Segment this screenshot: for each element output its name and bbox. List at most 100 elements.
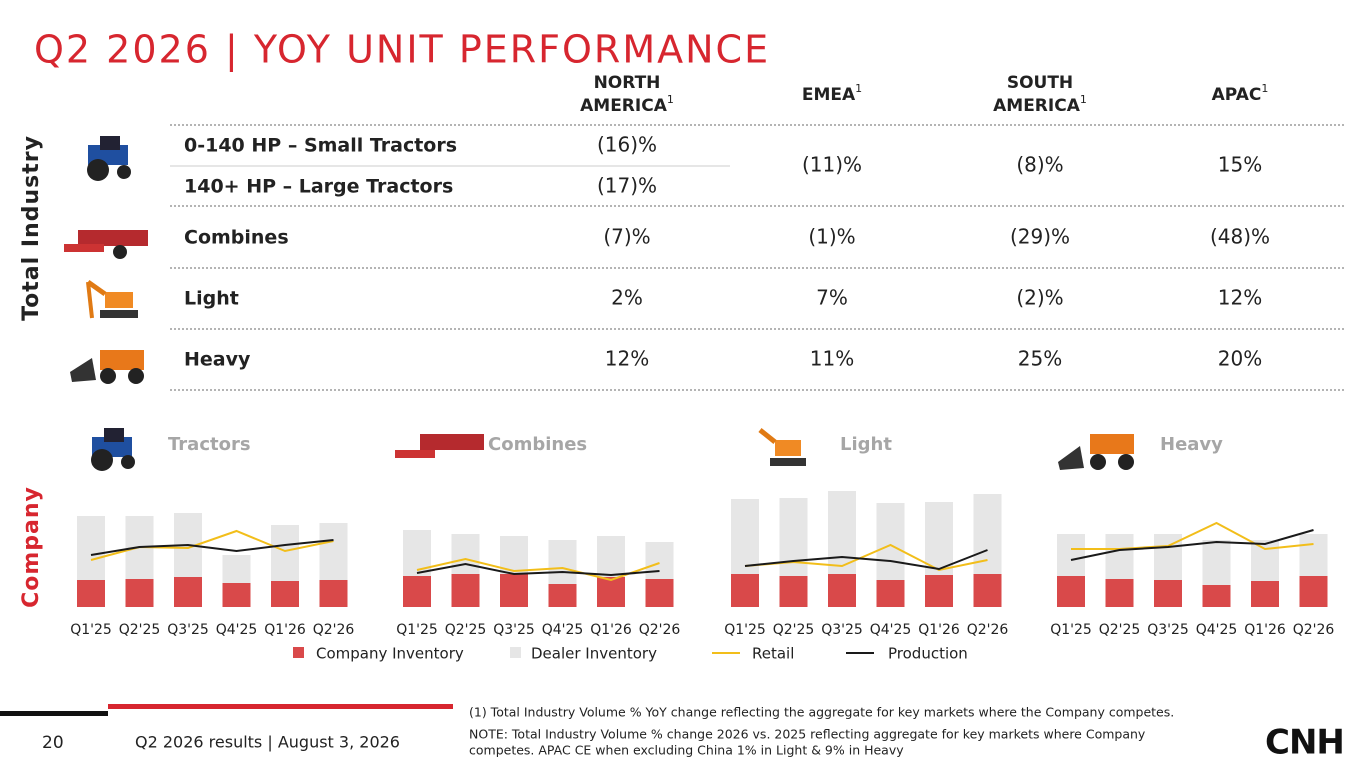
- bar: [1202, 540, 1231, 585]
- column-header-text: AMERICA: [580, 96, 668, 116]
- bar: [779, 576, 808, 607]
- bar: [1057, 576, 1085, 607]
- bar: [451, 534, 480, 574]
- combine-icon: [395, 434, 484, 458]
- cell: (7)%: [603, 225, 650, 249]
- x-tick-label: Q2'25: [119, 622, 161, 638]
- footer-event: Q2 2026 results | August 3, 2026: [135, 733, 400, 752]
- cell: (48)%: [1210, 225, 1270, 249]
- line: [416, 557, 660, 582]
- bar: [319, 580, 348, 607]
- page-number: 20: [42, 733, 64, 753]
- excavator-icon: [86, 279, 138, 319]
- combine-icon: [64, 230, 148, 259]
- bar: [597, 577, 625, 607]
- tractor-icon: [91, 428, 135, 471]
- bar: [1299, 534, 1328, 576]
- x-tick-label: Q1'26: [590, 622, 632, 638]
- cell: 7%: [816, 286, 848, 310]
- bar: [548, 584, 577, 607]
- column-header-text: EMEA: [802, 85, 856, 105]
- cell: 12%: [605, 347, 649, 371]
- row-label: Combines: [184, 227, 289, 249]
- row-label: Heavy: [184, 349, 251, 371]
- loader-icon: [1058, 434, 1134, 470]
- x-tick-label: Q1'26: [1244, 622, 1286, 638]
- footnote-marker: 1: [855, 82, 862, 95]
- line: [1070, 529, 1314, 561]
- bar: [1105, 579, 1134, 607]
- bar: [828, 491, 856, 574]
- bar: [1202, 585, 1231, 607]
- cell: (2)%: [1016, 286, 1063, 310]
- x-tick-label: Q3'25: [167, 622, 209, 638]
- x-tick-label: Q2'26: [1293, 622, 1335, 638]
- side-label: Total Industry: [19, 135, 44, 321]
- bar: [973, 574, 1002, 607]
- footnote-marker: 1: [1261, 82, 1268, 95]
- x-tick-label: Q3'25: [493, 622, 535, 638]
- column-header: AMERICA1: [580, 93, 674, 116]
- bar: [77, 580, 105, 607]
- footnote-marker: 1: [1080, 93, 1087, 106]
- cell: 15%: [1218, 153, 1262, 177]
- bar: [222, 583, 251, 607]
- x-tick-label: Q2'26: [639, 622, 681, 638]
- bar: [271, 525, 299, 581]
- footnote: NOTE: Total Industry Volume % change 202…: [469, 727, 1146, 742]
- cell: (29)%: [1010, 225, 1070, 249]
- column-header: AMERICA1: [993, 93, 1087, 116]
- bar: [271, 581, 299, 607]
- x-tick-label: Q2'25: [1099, 622, 1141, 638]
- line: [744, 549, 988, 571]
- cell: (11)%: [802, 153, 862, 177]
- legend-label: Company Inventory: [316, 645, 464, 663]
- legend-label: Production: [888, 645, 968, 663]
- x-tick-label: Q2'26: [313, 622, 355, 638]
- bar: [77, 516, 105, 580]
- tractor-icon: [87, 136, 131, 181]
- x-tick-label: Q3'25: [821, 622, 863, 638]
- column-header-text: SOUTH: [1007, 73, 1073, 93]
- x-tick-label: Q4'25: [870, 622, 912, 638]
- cell: 20%: [1218, 347, 1262, 371]
- footer-bar: [108, 704, 453, 709]
- line: [90, 539, 334, 556]
- chart-title: Tractors: [168, 434, 251, 455]
- footnote: competes. APAC CE when excluding China 1…: [469, 743, 904, 758]
- slide-title: Q2 2026 | YOY UNIT PERFORMANCE: [34, 28, 770, 73]
- cell: 25%: [1018, 347, 1062, 371]
- x-tick-label: Q2'25: [445, 622, 487, 638]
- cell: (8)%: [1016, 153, 1063, 177]
- bar: [500, 574, 528, 607]
- x-tick-label: Q1'25: [724, 622, 766, 638]
- x-tick-label: Q2'26: [967, 622, 1009, 638]
- column-header: SOUTH: [1007, 73, 1073, 93]
- line: [1071, 521, 1314, 551]
- cell: 2%: [611, 286, 643, 310]
- bar: [1154, 580, 1182, 607]
- bar: [451, 574, 480, 607]
- logo: CNH: [1265, 723, 1344, 763]
- line: [416, 562, 660, 577]
- bar: [876, 580, 905, 607]
- bar: [319, 523, 348, 580]
- chart-title: Light: [840, 434, 892, 455]
- legend-swatch: [293, 647, 304, 658]
- x-tick-label: Q4'25: [542, 622, 584, 638]
- footnote: (1) Total Industry Volume % YoY change r…: [469, 705, 1174, 720]
- column-header-text: AMERICA: [993, 96, 1081, 116]
- x-tick-label: Q4'25: [216, 622, 258, 638]
- row-label: Light: [184, 288, 239, 310]
- x-tick-label: Q2'25: [773, 622, 815, 638]
- x-tick-label: Q3'25: [1147, 622, 1189, 638]
- x-tick-label: Q1'26: [264, 622, 306, 638]
- footnote-marker: 1: [667, 93, 674, 106]
- row-label: 0-140 HP – Small Tractors: [184, 135, 457, 157]
- bar: [174, 577, 202, 607]
- bar: [222, 555, 251, 583]
- bar: [403, 576, 431, 607]
- cell: (1)%: [808, 225, 855, 249]
- bar: [125, 579, 154, 607]
- footer-bar: [0, 711, 108, 716]
